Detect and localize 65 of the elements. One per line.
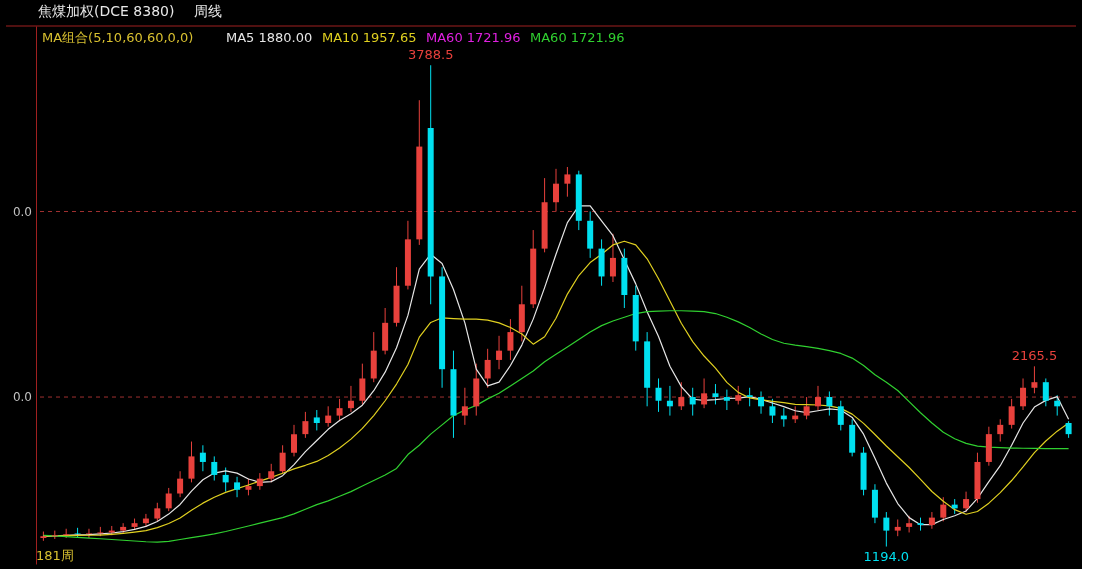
candlestick: [883, 511, 890, 548]
candlestick: [553, 168, 559, 213]
annotation: MA组合(5,10,60,60,0,0): [42, 30, 194, 45]
candlestick: [1042, 377, 1049, 407]
candlestick: [85, 528, 92, 539]
candlestick: [769, 398, 776, 424]
candlestick: [154, 502, 161, 522]
candlestick: [291, 424, 298, 457]
candlestick: [655, 377, 662, 413]
candlestick: [940, 496, 947, 522]
candlestick: [803, 396, 810, 420]
candlestick: [496, 335, 503, 370]
candlestick: [199, 444, 206, 472]
candlestick: [211, 455, 218, 482]
candlestick: [1054, 394, 1061, 417]
annotation: 3788.5: [407, 47, 454, 63]
candlestick: [336, 398, 343, 422]
candlestick: [701, 377, 708, 409]
candlestick: [120, 522, 127, 534]
text: 0.0: [12, 390, 32, 405]
text: MA60 1721.96: [530, 30, 625, 45]
candlestick: [678, 381, 685, 411]
candlestick: [814, 385, 821, 411]
candlestick: [906, 515, 913, 533]
candlestick: [268, 463, 275, 483]
chart-subtitle: 周线: [194, 3, 222, 19]
candlestick: [758, 390, 765, 415]
candlestick: [666, 385, 673, 417]
candlestick: [359, 363, 366, 405]
candlestick: [1020, 377, 1027, 411]
candlestick: [347, 385, 354, 413]
candlestick: [963, 491, 970, 513]
candlestick: [826, 390, 833, 417]
candlestick: [609, 233, 616, 283]
candlestick: [997, 418, 1004, 443]
text: MA5 1880.00: [226, 30, 313, 45]
annotation: 2165.5: [1011, 348, 1058, 364]
annotation: 181周: [36, 548, 74, 563]
candlestick: [165, 487, 172, 512]
candlestick: [279, 444, 286, 474]
text: MA10 1957.65: [322, 30, 417, 45]
candlestick: [1031, 365, 1038, 394]
candlestick: [1008, 398, 1015, 430]
candlestick: [735, 385, 742, 405]
candlestick: [188, 441, 195, 483]
chart-title: 焦煤加权(DCE 8380): [38, 3, 175, 19]
candlestick: [928, 511, 935, 530]
candlestick: [234, 476, 241, 498]
candlestick: [484, 348, 491, 389]
text: 0.0: [12, 204, 32, 219]
candlestick: [712, 383, 719, 405]
candlestick: [222, 467, 229, 493]
candlestick: [302, 411, 309, 439]
candlestick: [313, 409, 320, 431]
candlestick: [461, 387, 468, 426]
candlestick: [177, 470, 184, 498]
candlestick: [723, 389, 730, 411]
candlestick: [689, 387, 696, 417]
candlestick: [564, 166, 571, 198]
legend-label: MA60 1721.96: [426, 30, 521, 45]
annotation: 1194.0: [863, 548, 910, 564]
candlestick: [746, 387, 753, 407]
candlestick: [837, 400, 844, 431]
candlestick: [507, 318, 514, 361]
candlestick: [325, 405, 332, 428]
